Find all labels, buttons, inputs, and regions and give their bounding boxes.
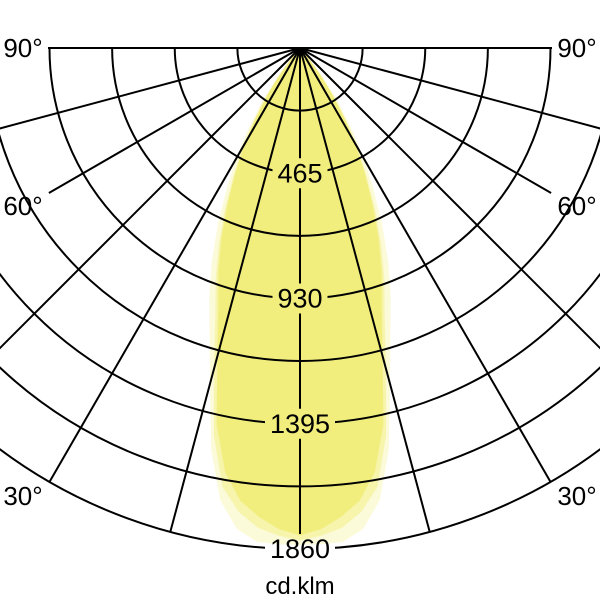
angle-label-90-left: 90° xyxy=(3,33,42,63)
grid-line-75 xyxy=(0,47,301,130)
angle-label-90-right: 90° xyxy=(557,33,596,63)
angle-label-30-left: 30° xyxy=(3,481,42,511)
angle-label-60-left: 60° xyxy=(3,191,42,221)
polar-grid xyxy=(0,47,600,550)
radial-tick-label-1860: 1860 xyxy=(270,534,330,564)
grid-line-45 xyxy=(0,47,301,350)
grid-line-60 xyxy=(48,47,301,194)
grid-line-30 xyxy=(48,47,301,483)
grid-line-30 xyxy=(299,47,552,483)
angle-label-60-right: 60° xyxy=(557,191,596,221)
radial-tick-label-1395: 1395 xyxy=(270,409,330,439)
grid-line-15 xyxy=(299,47,431,533)
unit-label: cd.klm xyxy=(265,573,334,600)
grid-line-15 xyxy=(169,47,301,533)
grid-line-45 xyxy=(299,47,600,350)
radial-tick-label-930: 930 xyxy=(277,284,322,314)
radial-tick-label-465: 465 xyxy=(277,158,322,188)
angle-label-30-right: 30° xyxy=(557,481,596,511)
grid-line-75 xyxy=(299,47,600,130)
grid-line-60 xyxy=(299,47,552,194)
